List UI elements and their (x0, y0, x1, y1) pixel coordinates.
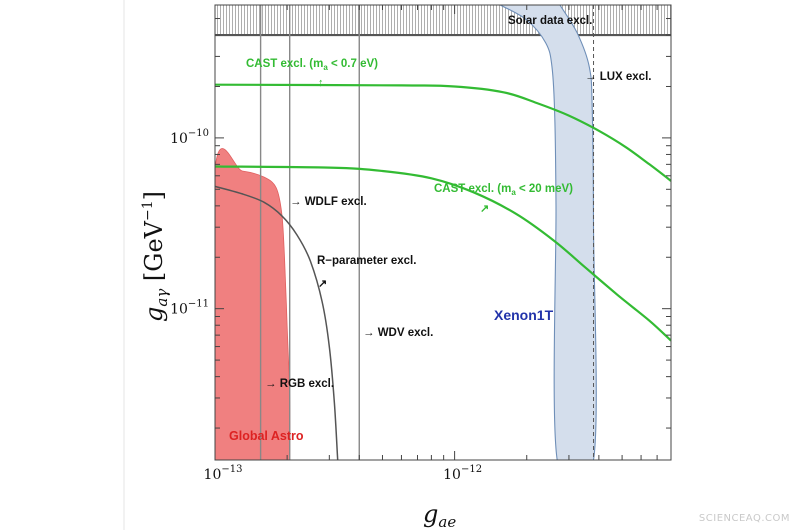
x-tick-label: 10−12 (443, 464, 482, 483)
rgb-label: → RGB excl. (265, 378, 334, 390)
xenon-label: Xenon1T (494, 307, 554, 323)
global-astro-label: Global Astro (229, 429, 304, 443)
cast-excl-m-a-0-7-ev-curve (215, 83, 671, 182)
lux-label: → LUX excl. (585, 71, 651, 83)
curves-layer (215, 83, 671, 460)
y-tick-label: 10−10 (170, 128, 209, 147)
cast-07-arrow: ↑ (318, 77, 324, 89)
rparam-label: R−parameter excl. (317, 255, 416, 267)
vertical-lines-layer (259, 5, 595, 460)
solar-band-layer (215, 5, 671, 37)
solar-data-excl-band (215, 5, 671, 36)
global-astro-region (215, 148, 291, 460)
cast-excl-m-a-20-mev-curve (215, 165, 671, 342)
solar-label: Solar data excl. (508, 15, 592, 27)
rparam-arrow: ↗ (318, 278, 327, 290)
ticks-layer: 10−13 10−12 10−11 10−10 (170, 4, 672, 483)
plot-area (215, 5, 671, 460)
r-parameter-excl-curve (215, 185, 339, 460)
wdv-label: → WDV excl. (363, 327, 433, 339)
x-axis-label: gae (423, 500, 456, 530)
y-tick-label: 10−11 (170, 299, 209, 318)
y-axis-label: gaγ [GeV−1] (140, 191, 171, 322)
cast-07-label: CAST excl. (ma < 0.7 eV) (246, 58, 378, 72)
watermark: SCIENCEAQ.COM (698, 513, 790, 524)
wdlf-label: → WDLF excl. (290, 196, 367, 208)
x-tick-label: 10−13 (204, 464, 243, 483)
region-layer (215, 5, 597, 460)
cast-20-arrow: ↗ (480, 203, 489, 215)
cast-20-label: CAST excl. (ma < 20 meV) (434, 183, 573, 197)
xenon1t-band (499, 5, 597, 460)
plot-frame (214, 4, 672, 461)
